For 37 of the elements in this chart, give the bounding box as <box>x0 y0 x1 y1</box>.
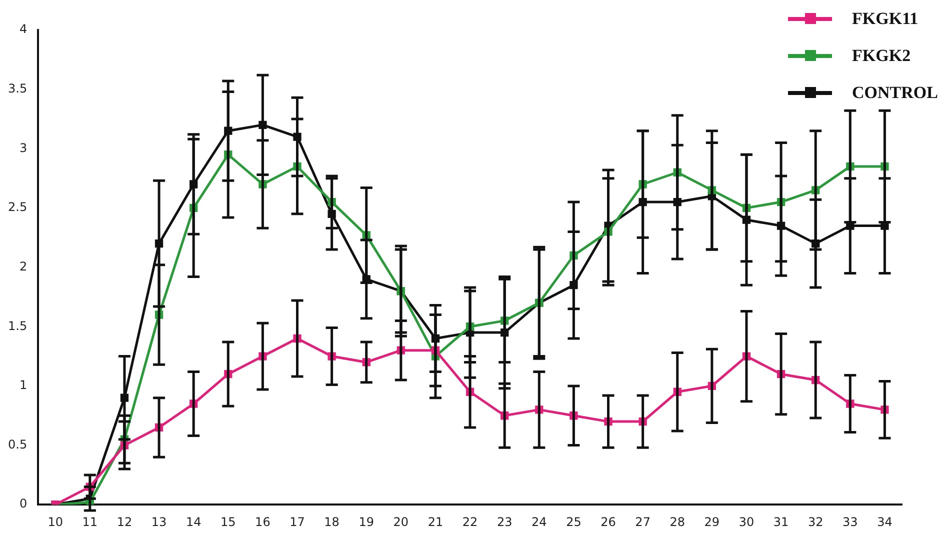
x-tick-label: 21 <box>428 514 444 529</box>
x-tick-label: 34 <box>877 514 892 529</box>
x-tick-label: 28 <box>670 514 686 529</box>
x-tick-label: 16 <box>255 514 270 529</box>
x-tick-label: 19 <box>358 514 374 529</box>
legend-label: FKGK2 <box>852 46 911 66</box>
y-tick-label: 1 <box>19 378 28 392</box>
x-tick-label: 20 <box>393 514 409 529</box>
x-tick-label: 18 <box>324 514 340 529</box>
y-tick-label: 4 <box>19 22 28 36</box>
y-tick-label: 0.5 <box>8 437 28 452</box>
x-tick-label: 23 <box>496 514 512 529</box>
x-tick-label: 27 <box>635 514 650 529</box>
y-tick-label: 2.5 <box>8 200 28 214</box>
x-tick-label: 24 <box>532 514 547 529</box>
x-tick-label: 17 <box>290 514 305 529</box>
y-tick-label: 3.5 <box>8 81 28 96</box>
x-tick-label: 22 <box>462 514 478 529</box>
x-tick-label: 10 <box>48 514 64 529</box>
x-tick-label: 15 <box>220 514 236 529</box>
x-tick-label: 11 <box>82 514 98 529</box>
legend-label: CONTROL <box>852 82 938 102</box>
x-tick-label: 32 <box>808 514 824 529</box>
y-tick-label: 1.5 <box>8 318 28 333</box>
x-tick-label: 25 <box>566 514 582 529</box>
y-tick-label: 0 <box>19 496 28 511</box>
x-tick-label: 14 <box>186 514 202 529</box>
y-tick-label: 3 <box>19 140 28 155</box>
y-tick-label: 2 <box>19 259 28 274</box>
legend-label: FKGK11 <box>852 8 918 28</box>
x-tick-label: 31 <box>773 514 789 529</box>
x-tick-label: 12 <box>116 514 132 529</box>
x-tick-label: 29 <box>704 514 720 529</box>
x-tick-label: 26 <box>600 514 616 529</box>
x-tick-label: 30 <box>738 514 754 529</box>
x-tick-label: 13 <box>151 514 167 529</box>
x-tick-label: 33 <box>842 514 858 529</box>
